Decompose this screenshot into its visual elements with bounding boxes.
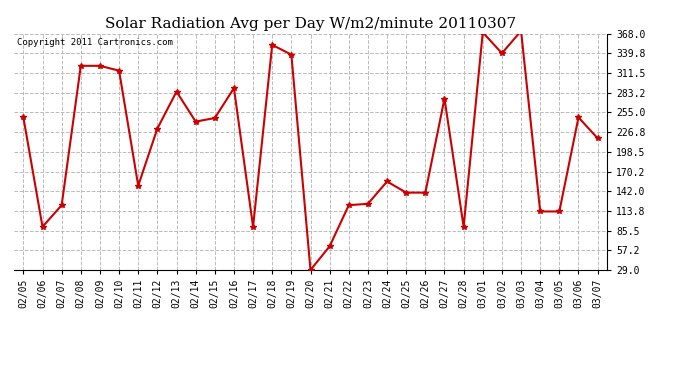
Text: Copyright 2011 Cartronics.com: Copyright 2011 Cartronics.com [17,39,172,48]
Title: Solar Radiation Avg per Day W/m2/minute 20110307: Solar Radiation Avg per Day W/m2/minute … [105,17,516,31]
